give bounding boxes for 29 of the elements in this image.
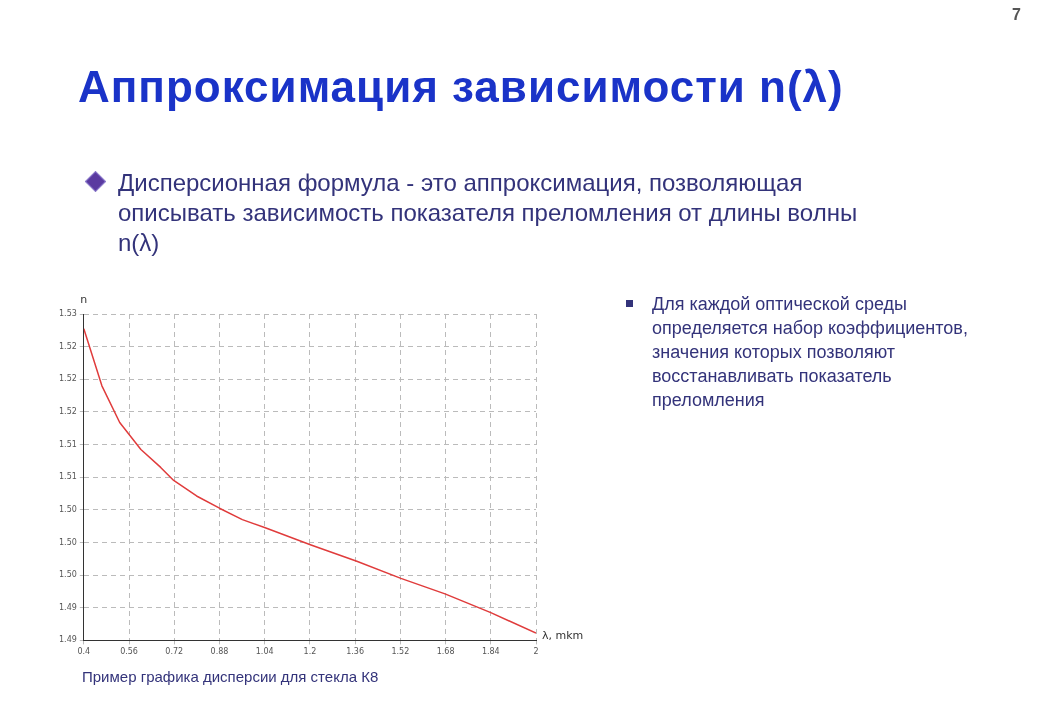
x-tick-label: 0.4 — [77, 647, 91, 657]
chart-subtitle: Дисперсионная формула - это аппроксимация, позволяющая описывать зависимость показателя преломления от длины волны n(λ) — [118, 168, 859, 258]
x-tick-label: 1.52 — [391, 647, 410, 657]
x-tick-label: 1.84 — [481, 647, 500, 657]
y-tick-label: 1.53 — [59, 309, 77, 319]
y-tick-label: 1.52 — [59, 341, 77, 351]
x-tick-label: 1.36 — [346, 647, 365, 657]
chart-title: Аппроксимация зависимости n(λ) — [78, 62, 844, 112]
y-tick-label: 1.50 — [59, 504, 77, 514]
x-tick-label: 2 — [533, 647, 539, 657]
text: 7 — [1012, 6, 1021, 24]
x-tick-label: 1.68 — [436, 647, 455, 657]
y-tick-label: 1.51 — [59, 472, 77, 482]
y-tick-label: 1.52 — [59, 374, 77, 384]
x-tick-label: 1.2 — [303, 647, 317, 657]
y-tick-label: 1.52 — [59, 407, 77, 416]
y-tick-label: 1.50 — [59, 537, 77, 547]
y-tick-label: 1.49 — [59, 602, 77, 612]
text: Пример графика дисперсии для стекла К8 — [82, 668, 379, 685]
y-tick-label: 1.51 — [59, 439, 77, 449]
x-tick-label: 0.56 — [120, 647, 138, 657]
x-axis-title: λ, mkm — [542, 629, 584, 643]
y-tick-label: 1.49 — [59, 635, 77, 645]
x-tick-label: 0.72 — [165, 647, 184, 657]
text: Для каждой оптической среды определяется набор коэффициентов, значения которых позволяют восстанавливать показатель преломления — [652, 293, 969, 412]
y-axis-title: n — [80, 293, 88, 307]
y-tick-label: 1.50 — [59, 570, 77, 580]
x-tick-label: 1.04 — [255, 647, 274, 657]
x-tick-label: 0.88 — [210, 647, 229, 657]
